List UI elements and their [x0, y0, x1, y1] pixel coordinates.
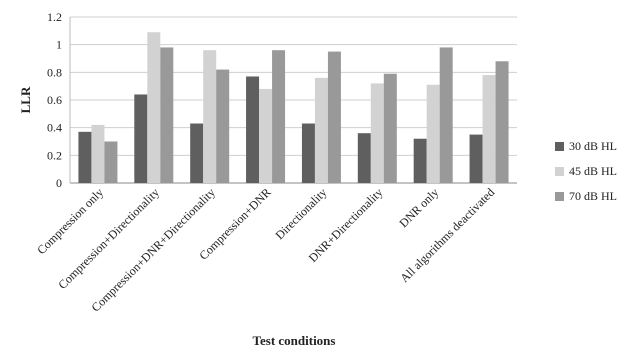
- legend-label: 30 dB HL: [569, 139, 617, 153]
- bar: [482, 75, 496, 183]
- bar: [301, 123, 315, 183]
- legend-swatch: [555, 142, 564, 151]
- x-tick-label: Directionality: [273, 185, 330, 242]
- y-tick-label: 1.2: [47, 10, 62, 24]
- legend-swatch: [555, 167, 564, 176]
- y-tick-label: 0.2: [47, 148, 62, 162]
- bar: [134, 94, 148, 183]
- bar: [78, 131, 92, 183]
- bars: [78, 32, 509, 184]
- y-tick-label: 0.8: [47, 65, 62, 79]
- bar: [147, 32, 161, 183]
- bar: [469, 134, 483, 183]
- bar: [246, 76, 260, 183]
- bar: [314, 77, 328, 183]
- bar: [272, 50, 286, 184]
- bar: [439, 47, 453, 183]
- bar: [190, 123, 204, 183]
- bar: [160, 47, 174, 183]
- y-tick-label: 0.4: [47, 121, 62, 135]
- bar: [104, 141, 118, 183]
- bar: [91, 124, 105, 183]
- x-tick-label: All algorithms deactivated: [397, 185, 497, 285]
- x-tick-labels: Compression onlyCompression+Directionali…: [34, 185, 497, 314]
- bar: [357, 133, 371, 183]
- y-tick-label: 0: [56, 176, 62, 190]
- bar: [413, 138, 427, 183]
- bar: [370, 83, 384, 183]
- y-tick-labels: 0 0.2 0.4 0.6 0.8 1 1.2: [47, 10, 62, 190]
- bar: [426, 84, 440, 183]
- x-axis-title: Test conditions: [253, 333, 336, 348]
- legend-label: 70 dB HL: [569, 189, 617, 203]
- bar: [259, 88, 273, 183]
- legend-label: 45 dB HL: [569, 164, 617, 178]
- y-axis-title: LLR: [18, 86, 33, 113]
- bar: [216, 69, 230, 183]
- bar: [327, 51, 341, 184]
- y-tick-label: 1: [56, 38, 62, 52]
- y-tick-label: 0.6: [47, 93, 62, 107]
- bar: [495, 61, 509, 184]
- bar: [203, 50, 217, 184]
- x-tick-label: Compression+Directionality: [55, 185, 162, 292]
- legend-swatch: [555, 192, 564, 201]
- bar: [383, 73, 397, 183]
- x-tick-label: DNR only: [396, 185, 441, 230]
- legend: 30 dB HL 45 dB HL 70 dB HL: [555, 139, 617, 203]
